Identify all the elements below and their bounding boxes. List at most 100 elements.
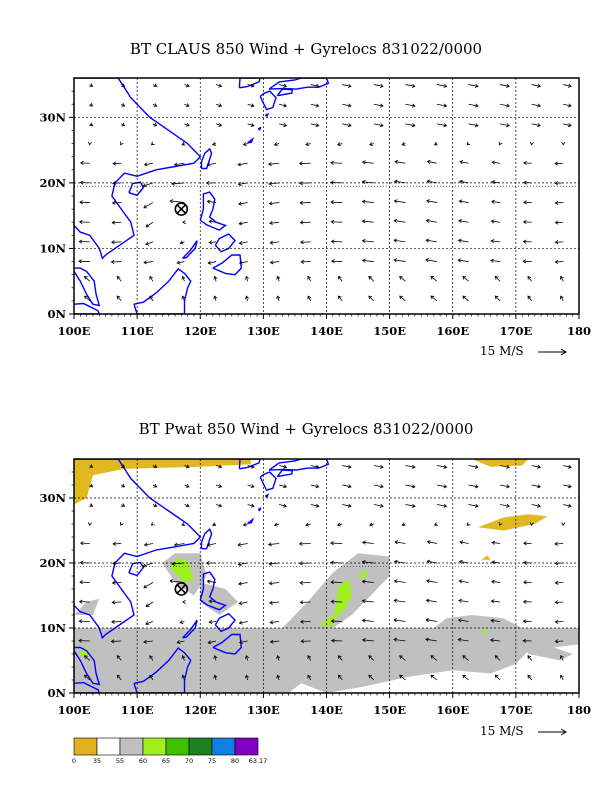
wind-vector	[330, 180, 343, 185]
wind-vector	[458, 199, 469, 204]
wind-vector	[307, 674, 312, 681]
wind-vector	[305, 522, 311, 527]
x-tick-label: 100E	[58, 703, 91, 717]
wind-vector	[433, 141, 438, 146]
wind-vector	[244, 295, 249, 301]
wind-vector	[491, 560, 501, 565]
wind-vector	[79, 580, 90, 585]
coastline	[128, 181, 145, 197]
coastline	[74, 681, 101, 693]
wind-vector	[393, 199, 406, 204]
wind-vector	[89, 483, 94, 488]
wind-vector	[181, 141, 186, 146]
y-tick-label: 0N	[47, 307, 66, 321]
colorbar-swatch	[165, 737, 190, 756]
wind-vector	[361, 219, 374, 224]
wind-vector	[494, 275, 501, 282]
wind-vector	[368, 674, 375, 681]
wind-vector	[522, 219, 532, 225]
wind-vector	[269, 639, 280, 644]
x-tick-label: 120E	[184, 703, 217, 717]
wind-vector	[149, 674, 154, 681]
wind-vector	[393, 579, 406, 584]
wind-vector	[247, 464, 255, 469]
wind-vector	[89, 83, 94, 87]
wind-vector	[399, 655, 406, 661]
wind-vector	[184, 83, 190, 88]
wind-vector	[111, 200, 122, 205]
coastline	[276, 469, 294, 478]
wind-vector	[369, 522, 374, 527]
wind-vector	[425, 637, 438, 642]
colorbar-label: 65	[162, 757, 170, 765]
colorbar-swatch	[211, 737, 236, 756]
wind-vector	[336, 142, 343, 147]
wind-vector	[373, 83, 384, 88]
pwat-yellow-region	[478, 514, 548, 531]
wind-vector	[523, 541, 532, 546]
coastline	[199, 571, 228, 611]
wind-vector	[111, 240, 122, 245]
wind-vector	[490, 618, 501, 623]
wind-vector	[468, 484, 479, 489]
wind-vector	[121, 483, 126, 488]
wind-vector	[523, 580, 532, 585]
coastline	[212, 633, 243, 655]
x-tick-label: 110E	[121, 703, 154, 717]
wind-vector	[84, 295, 91, 302]
wind-vector	[305, 142, 311, 147]
wind-vector	[268, 561, 280, 566]
wind-vector	[299, 220, 311, 225]
coastline	[133, 647, 192, 693]
wind-vector	[522, 239, 532, 244]
wind-vector	[563, 83, 572, 88]
wind-vector	[399, 295, 406, 302]
wind-vector	[279, 123, 288, 128]
coastline	[182, 240, 198, 259]
wind-vector	[405, 103, 416, 108]
wind-vector	[563, 503, 572, 508]
wind-vector	[111, 600, 122, 605]
wind-vector	[494, 295, 501, 302]
wind-vector	[368, 655, 375, 661]
wind-vector	[299, 600, 311, 605]
wind-vector	[208, 240, 217, 245]
wind-vector	[181, 674, 186, 681]
wind-vector	[436, 123, 448, 128]
colorbar-label: 35	[93, 757, 101, 765]
wind-vector	[111, 580, 122, 585]
wind-vector	[237, 182, 248, 187]
wind-vector	[215, 83, 223, 88]
wind-vector	[336, 522, 343, 527]
wind-vector	[242, 142, 248, 147]
wind-vector	[299, 580, 311, 585]
wind-vector	[405, 484, 416, 489]
coastline	[264, 493, 269, 498]
wind-vector	[462, 295, 469, 302]
wind-vector	[143, 260, 153, 265]
wind-vector	[490, 219, 501, 224]
wind-vector	[205, 561, 217, 566]
colorbar: 0 35 55 60 65 70 75 80 63.17	[72, 737, 267, 765]
wind-vector	[213, 674, 218, 681]
wind-vector	[182, 599, 186, 605]
wind-vector	[78, 259, 90, 264]
wind-vector	[405, 464, 416, 469]
wind-vector	[462, 655, 469, 661]
wind-vector	[494, 655, 501, 661]
wind-vector	[79, 200, 90, 205]
wind-vector	[184, 503, 190, 508]
wind-vector	[361, 258, 374, 263]
wind-vector	[554, 619, 564, 624]
wind-vector	[87, 141, 92, 146]
coastline	[74, 302, 101, 314]
wind-vector	[247, 123, 255, 127]
wind-vector	[169, 199, 185, 204]
wind-vector	[184, 122, 190, 127]
wind-vector	[459, 160, 469, 165]
pwat-gray-region	[282, 553, 390, 628]
wind-vector	[369, 142, 374, 147]
wind-vector	[208, 599, 217, 604]
wind-vector	[89, 464, 94, 468]
wind-vector	[110, 639, 122, 644]
